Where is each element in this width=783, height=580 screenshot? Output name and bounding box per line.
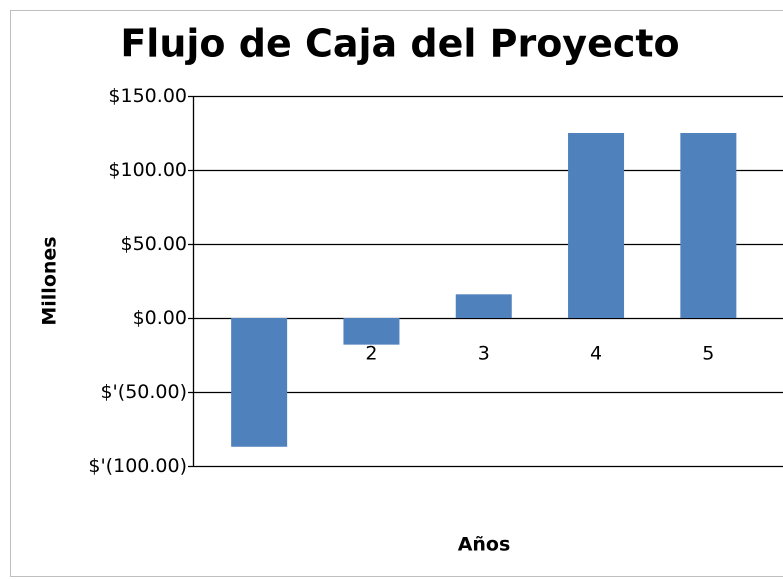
y-tick-label: $'(50.00) [100,381,187,403]
y-tick-label: $'(100.00) [88,455,187,477]
chart-title: Flujo de Caja del Proyecto [120,22,679,66]
bar [568,133,625,318]
x-axis-label: Años [458,534,511,556]
x-tick-label: 2 [365,343,377,365]
y-tick-label: $150.00 [108,85,187,107]
y-tick-label: $100.00 [108,159,187,181]
bar [231,318,288,447]
y-tick-label: $50.00 [121,233,187,255]
x-tick-label: 5 [702,343,714,365]
x-tick-label: 3 [478,343,490,365]
chart-frame [10,10,783,577]
bar [680,133,737,318]
bar [343,318,400,345]
x-tick-label: 4 [590,343,602,365]
bar [455,294,512,318]
y-tick-label: $0.00 [133,307,187,329]
y-axis-label: Millones [39,236,61,325]
